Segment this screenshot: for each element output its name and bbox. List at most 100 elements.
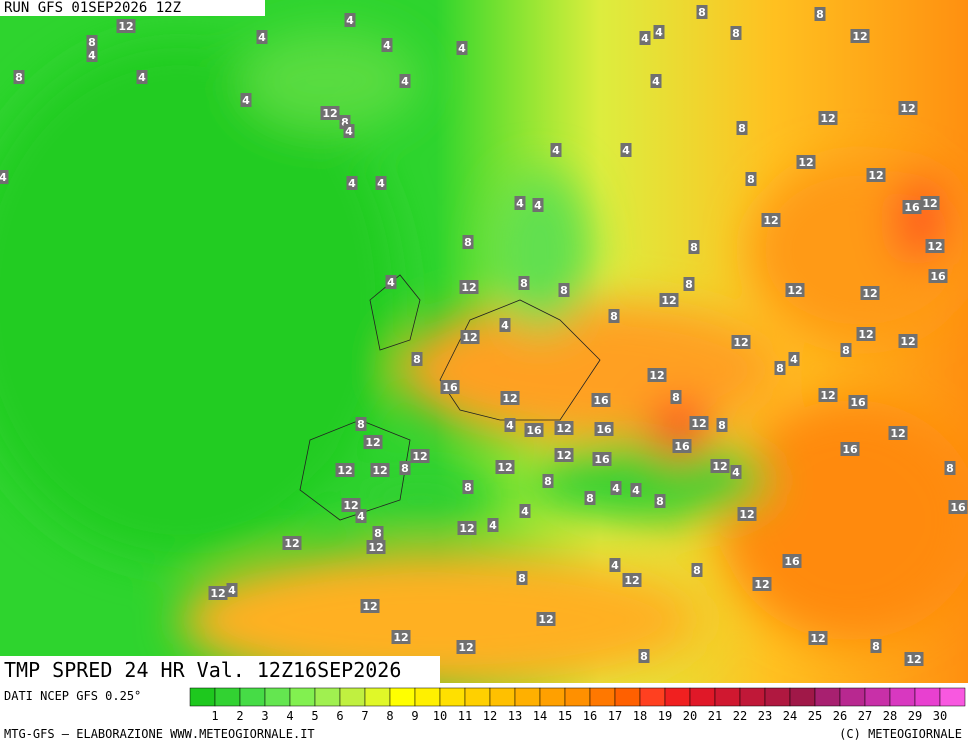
label-box (782, 554, 802, 568)
label-box (532, 198, 544, 212)
map-label: 8 (464, 481, 472, 494)
label-box (456, 41, 468, 55)
scale-swatch (339, 687, 366, 707)
label-box (731, 335, 751, 349)
label-box (870, 639, 882, 653)
map-label: 8 (401, 462, 409, 475)
label-box (774, 361, 786, 375)
map-label: 4 (506, 419, 514, 432)
map-label: 16 (850, 396, 866, 409)
scale-swatch (914, 687, 941, 707)
map-label: 8 (732, 27, 740, 40)
scale-swatch (389, 687, 416, 707)
map-label: 12 (922, 197, 937, 210)
label-box (459, 280, 479, 294)
label-box (630, 483, 642, 497)
scale-tick-label: 30 (933, 709, 947, 723)
label-box (487, 518, 499, 532)
map-label: 4 (383, 39, 391, 52)
label-box (696, 5, 708, 19)
map-label: 12 (393, 631, 408, 644)
scale-swatch (614, 687, 641, 707)
map-label: 12 (852, 30, 867, 43)
map-label: 4 (489, 519, 497, 532)
map-label: 8 (640, 650, 648, 663)
scale-tick-label: 24 (783, 709, 797, 723)
label-box (116, 19, 136, 33)
map-label: 4 (552, 144, 560, 157)
scale-tick-label: 27 (858, 709, 872, 723)
map-label: 12 (365, 436, 380, 449)
map-label: 12 (691, 417, 706, 430)
scale-swatch (689, 687, 716, 707)
scale-tick-label: 8 (386, 709, 393, 723)
label-box (818, 111, 838, 125)
map-label: 12 (343, 499, 358, 512)
map-label: 12 (900, 102, 915, 115)
label-box (653, 25, 665, 39)
map-label: 12 (556, 449, 571, 462)
scale-tick-label: 5 (311, 709, 318, 723)
label-box (363, 435, 383, 449)
scale-swatch (264, 687, 291, 707)
map-label: 8 (560, 284, 568, 297)
scale-tick-label: 22 (733, 709, 747, 723)
map-label: 8 (872, 640, 880, 653)
map-label: 4 (632, 484, 640, 497)
label-box (888, 426, 908, 440)
label-box (320, 106, 340, 120)
map-label: 4 (458, 42, 466, 55)
map-label: 4 (516, 197, 524, 210)
map-label: 8 (413, 353, 421, 366)
scale-tick-label: 6 (336, 709, 343, 723)
label-box (591, 393, 611, 407)
scale-tick-label: 16 (583, 709, 597, 723)
map-label: 4 (0, 171, 7, 184)
footer-right: (C) METEOGIORNALE (839, 727, 962, 741)
label-box (335, 463, 355, 477)
map-label: 12 (890, 427, 905, 440)
label-box (584, 491, 596, 505)
map-label: 8 (357, 418, 365, 431)
label-box (928, 269, 948, 283)
map-label: 12 (210, 587, 225, 600)
label-box (920, 196, 940, 210)
label-box (737, 507, 757, 521)
scale-tick-label: 21 (708, 709, 722, 723)
label-box (761, 213, 781, 227)
scale-tick-label: 15 (558, 709, 572, 723)
scale-swatch (314, 687, 341, 707)
map-label: 12 (322, 107, 337, 120)
map-label: 12 (462, 331, 477, 344)
label-box (500, 391, 520, 405)
label-box (370, 463, 390, 477)
map-label: 12 (739, 508, 754, 521)
map-label: 12 (733, 336, 748, 349)
scale-swatch (214, 687, 241, 707)
map-label: 12 (362, 600, 377, 613)
map-label: 12 (868, 169, 883, 182)
map-label: 12 (820, 389, 835, 402)
label-box (672, 439, 692, 453)
map-label: 4 (521, 505, 529, 518)
header-box (0, 0, 265, 16)
label-box (689, 416, 709, 430)
label-box (399, 74, 411, 88)
label-box (355, 417, 367, 431)
label-box (670, 390, 682, 404)
label-box (856, 327, 876, 341)
label-box (654, 494, 666, 508)
map-label: 4 (242, 94, 250, 107)
label-box (594, 422, 614, 436)
map-label: 8 (518, 572, 526, 585)
map-label: 12 (459, 522, 474, 535)
label-box (360, 599, 380, 613)
map-label: 4 (611, 559, 619, 572)
label-box (716, 418, 728, 432)
label-box (622, 573, 642, 587)
label-box (736, 121, 748, 135)
scale-swatch (889, 687, 916, 707)
label-box (339, 115, 351, 129)
scale-tick-label: 9 (411, 709, 418, 723)
